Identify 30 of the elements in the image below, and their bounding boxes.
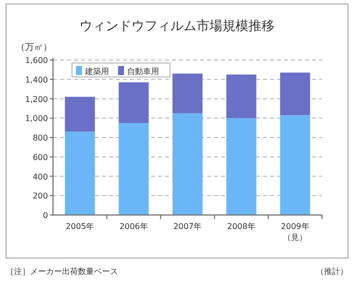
y-tick-label: 1,000 [25, 114, 48, 124]
legend-label: 自動車用 [127, 67, 159, 76]
text: ［注］メーカー出荷数量ベース [6, 267, 118, 276]
text: （推計） [316, 267, 348, 276]
y-tick-label: 200 [32, 192, 48, 201]
x-tick-label: 2008年 [227, 222, 256, 231]
bar [64, 96, 95, 132]
x-tick-label: 2005年 [66, 222, 94, 231]
y-axis-title: （万㎡） [16, 43, 52, 53]
x-tick-label: 2007年 [173, 222, 202, 231]
bar [226, 74, 256, 118]
bar [280, 72, 310, 116]
bar [64, 132, 95, 215]
y-tick-label: 1,400 [25, 75, 48, 84]
bar [226, 118, 256, 215]
bar [280, 115, 310, 215]
y-tick-label: 0 [42, 211, 48, 220]
y-tick-label: 1,600 [25, 56, 48, 65]
y-tick-label: 600 [32, 152, 48, 162]
chart-title: ウィンドウフィルム市場規模推移 [80, 19, 274, 34]
legend-label: 建築用 [84, 67, 109, 76]
bar [118, 82, 149, 123]
y-tick-label: 400 [32, 172, 48, 182]
y-tick-label: 1,200 [25, 94, 48, 104]
bar [118, 122, 149, 215]
bar [172, 74, 202, 114]
y-tick-label: 800 [32, 134, 48, 142]
x-tick-label: 2006年 [120, 222, 148, 231]
x-tick-label: 2009年（見） [280, 222, 310, 242]
bar [172, 113, 202, 215]
